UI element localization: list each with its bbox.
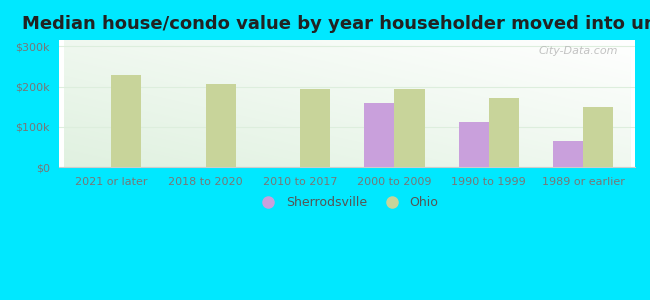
Bar: [583, 107, 614, 167]
Bar: [489, 98, 519, 167]
Bar: [300, 88, 330, 167]
Legend: Sherrodsville, Ohio: Sherrodsville, Ohio: [251, 191, 443, 214]
Bar: [458, 122, 489, 167]
Bar: [395, 89, 424, 167]
Bar: [205, 84, 236, 167]
Title: Median house/condo value by year householder moved into unit: Median house/condo value by year househo…: [23, 15, 650, 33]
Bar: [553, 141, 583, 167]
Bar: [364, 103, 395, 167]
Bar: [111, 75, 142, 167]
Text: City-Data.com: City-Data.com: [538, 46, 617, 56]
